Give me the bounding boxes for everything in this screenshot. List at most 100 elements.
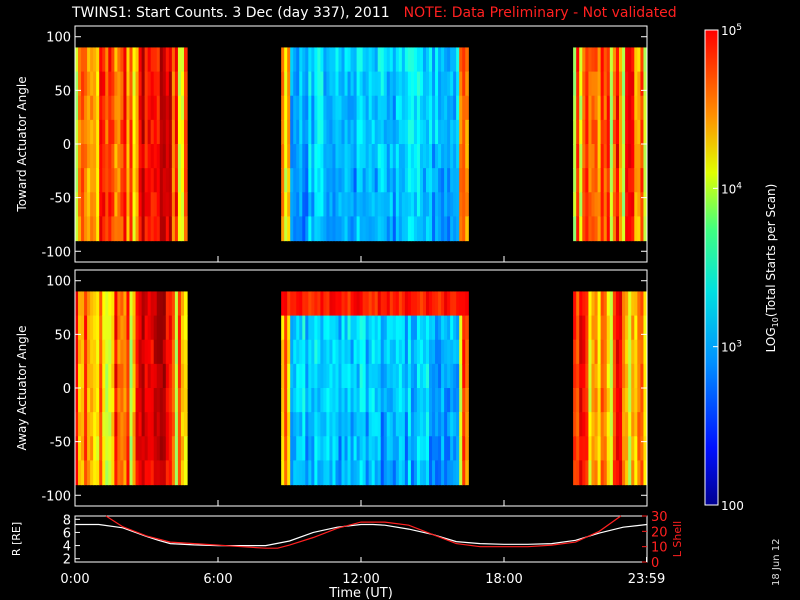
heatmap-cell <box>102 388 106 413</box>
heatmap-cell <box>162 71 167 97</box>
heatmap-cell <box>144 412 149 437</box>
heatmap-cell <box>407 47 412 73</box>
heatmap-cell <box>456 388 460 413</box>
heatmap-cell <box>138 119 143 145</box>
heatmap-cell <box>99 192 103 218</box>
heatmap-cell <box>323 291 328 317</box>
heatmap-cell <box>90 168 94 193</box>
heatmap-cell <box>359 412 364 437</box>
heatmap-cell <box>308 168 312 193</box>
heatmap-cell <box>441 192 445 218</box>
heatmap-cell <box>335 144 340 169</box>
heatmap-cell <box>335 119 340 145</box>
heatmap-cell <box>374 47 379 73</box>
heatmap-cell <box>287 315 291 341</box>
heatmap-cell <box>159 47 164 73</box>
heatmap-cell <box>386 388 391 413</box>
heatmap-cell <box>465 388 469 413</box>
heatmap-cell <box>597 436 602 462</box>
heatmap-cell <box>159 315 164 341</box>
heatmap-cell <box>311 363 315 389</box>
heatmap-cell <box>591 460 596 486</box>
heatmap-cell <box>323 192 328 218</box>
heatmap-cell <box>347 144 352 169</box>
heatmap-cell <box>603 168 608 193</box>
heatmap-cell <box>450 412 454 437</box>
heatmap-cell <box>153 339 158 365</box>
heatmap-cell <box>603 192 608 218</box>
heatmap-cell <box>389 216 394 242</box>
heatmap-cell <box>585 460 590 486</box>
heatmap-cell <box>640 315 645 341</box>
heatmap-cell <box>576 119 580 145</box>
heatmap-cell <box>117 460 122 486</box>
heatmap-cell <box>75 339 79 365</box>
heatmap-cell <box>456 460 460 486</box>
heatmap-cell <box>177 71 182 97</box>
heatmap-cell <box>165 363 170 389</box>
heatmap-cell <box>625 436 629 462</box>
heatmap-cell <box>422 119 427 145</box>
heatmap-cell <box>287 291 291 317</box>
heatmap-cell <box>326 291 331 317</box>
heatmap-cell <box>168 144 173 169</box>
heatmap-cell <box>129 436 134 462</box>
heatmap-cell <box>281 119 285 145</box>
ylabel-lshell: L Shell <box>671 521 684 557</box>
heatmap-cell <box>374 95 379 121</box>
heatmap-cell <box>317 144 321 169</box>
heatmap-cell <box>96 71 100 97</box>
heatmap-cell <box>141 412 146 437</box>
heatmap-cell <box>465 436 469 462</box>
lshell-tick-label: 0 <box>651 556 659 571</box>
heatmap-cell <box>144 460 149 486</box>
heatmap-cell <box>144 363 149 389</box>
heatmap-cell <box>419 71 424 97</box>
heatmap-cell <box>395 168 400 193</box>
heatmap-cell <box>356 315 361 341</box>
heatmap-cell <box>622 71 626 97</box>
heatmap-cell <box>625 315 629 341</box>
heatmap-cell <box>338 291 343 317</box>
heatmap-cell <box>465 71 469 97</box>
heatmap-cell <box>87 192 91 218</box>
heatmap-cell <box>320 71 325 97</box>
heatmap-cell <box>126 71 131 97</box>
heatmap-cell <box>380 47 385 73</box>
heatmap-cell <box>311 460 315 486</box>
heatmap-cell <box>293 192 297 218</box>
heatmap-cell <box>413 144 418 169</box>
heatmap-cell <box>105 339 109 365</box>
heatmap-cell <box>117 363 122 389</box>
heatmap-cell <box>643 119 648 145</box>
heatmap-cell <box>138 192 143 218</box>
heatmap-cell <box>296 192 300 218</box>
heatmap-cell <box>126 119 131 145</box>
heatmap-cell <box>135 47 140 73</box>
heatmap-cell <box>643 388 648 413</box>
heatmap-cell <box>401 412 406 437</box>
heatmap-cell <box>462 412 466 437</box>
heatmap-cell <box>631 315 635 341</box>
heatmap-cell <box>171 291 176 317</box>
heatmap-cell <box>96 216 100 242</box>
heatmap-cell <box>347 119 352 145</box>
heatmap-cell <box>365 119 370 145</box>
heatmap-cell <box>141 95 146 121</box>
heatmap-cell <box>441 291 445 317</box>
heatmap-cell <box>329 216 334 242</box>
heatmap-cell <box>335 95 340 121</box>
heatmap-cell <box>438 315 442 341</box>
heatmap-cell <box>453 460 457 486</box>
heatmap-cell <box>395 315 400 341</box>
heatmap-cell <box>362 168 367 193</box>
heatmap-cell <box>377 460 382 486</box>
heatmap-cell <box>634 168 638 193</box>
heatmap-cell <box>637 144 642 169</box>
heatmap-cell <box>591 363 596 389</box>
heatmap-cell <box>389 119 394 145</box>
heatmap-cell <box>135 412 140 437</box>
heatmap-cell <box>293 412 297 437</box>
heatmap-cell <box>111 71 115 97</box>
